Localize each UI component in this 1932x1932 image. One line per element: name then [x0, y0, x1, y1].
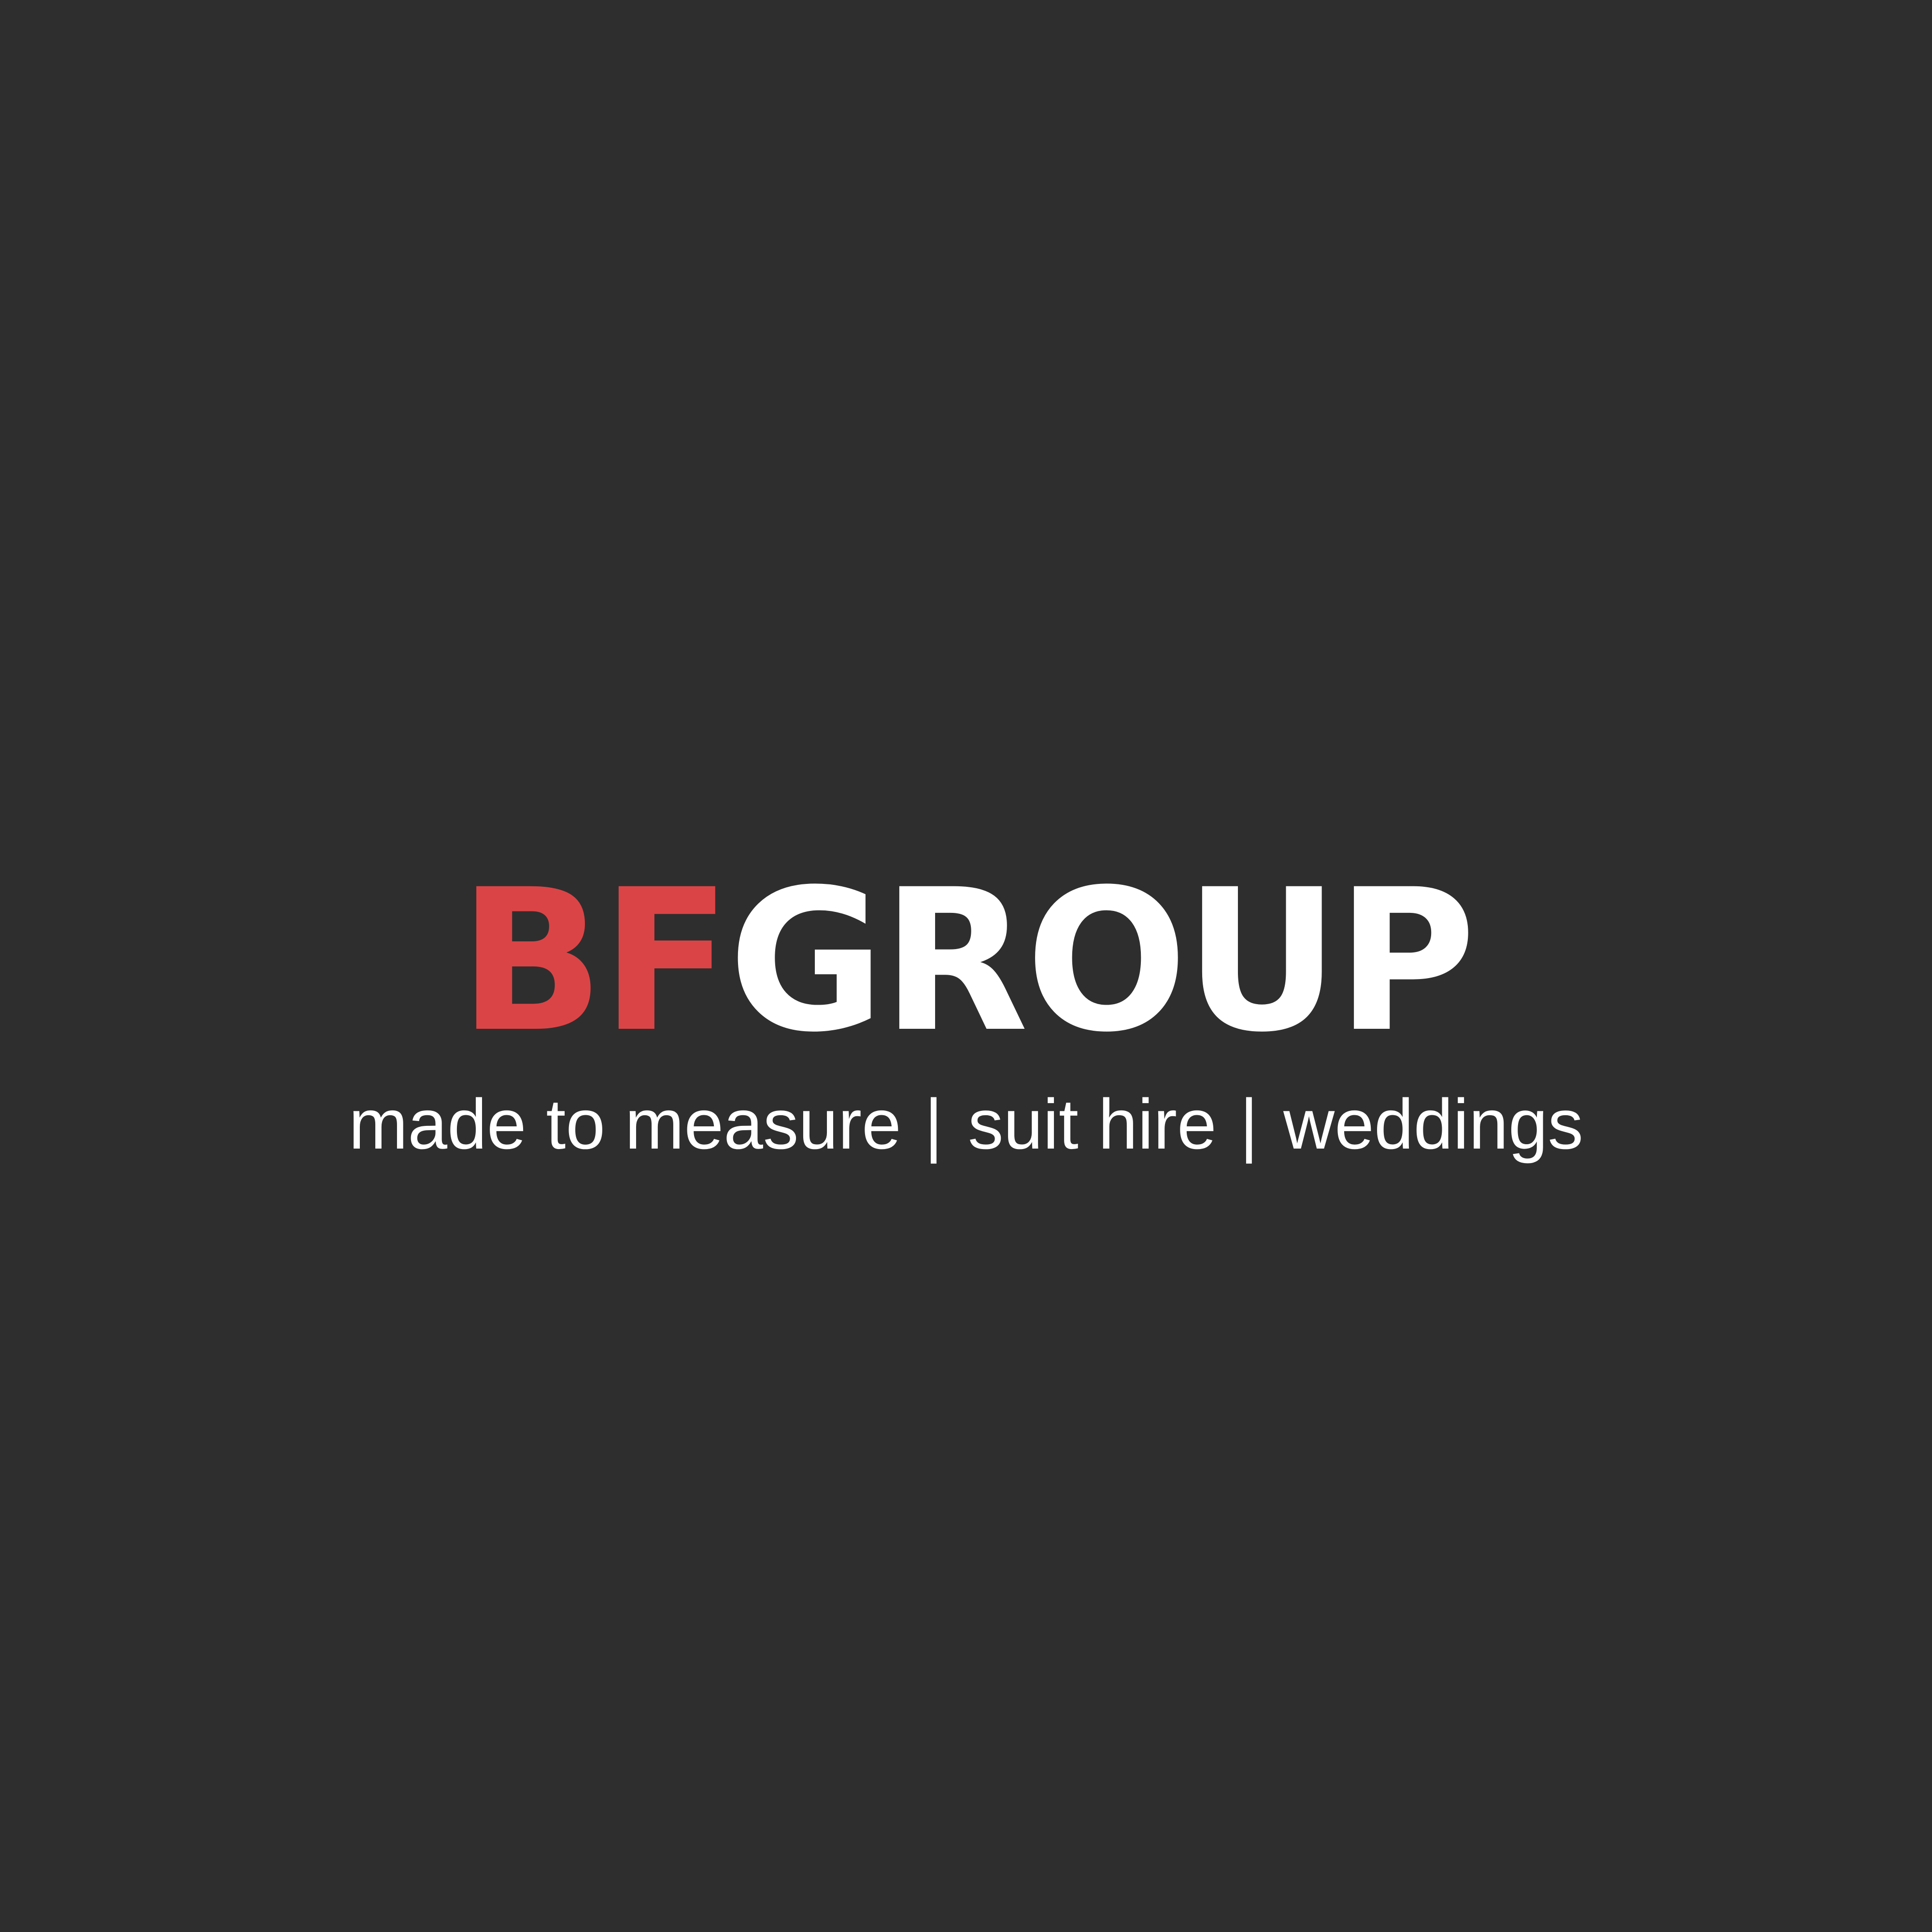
tagline: made to measure | suit hire | weddings	[0, 1083, 1932, 1165]
tagline-item-suit-hire: suit hire	[968, 1085, 1217, 1164]
tagline-item-made-to-measure: made to measure	[348, 1085, 901, 1164]
brand-name-bf: BF	[459, 847, 728, 1075]
tagline-separator: |	[924, 1085, 943, 1164]
brand-name-group: GROUP	[728, 847, 1473, 1075]
tagline-separator: |	[1239, 1085, 1258, 1164]
tagline-item-weddings: weddings	[1283, 1085, 1584, 1164]
brand-wordmark: BFGROUP	[459, 847, 1473, 1075]
